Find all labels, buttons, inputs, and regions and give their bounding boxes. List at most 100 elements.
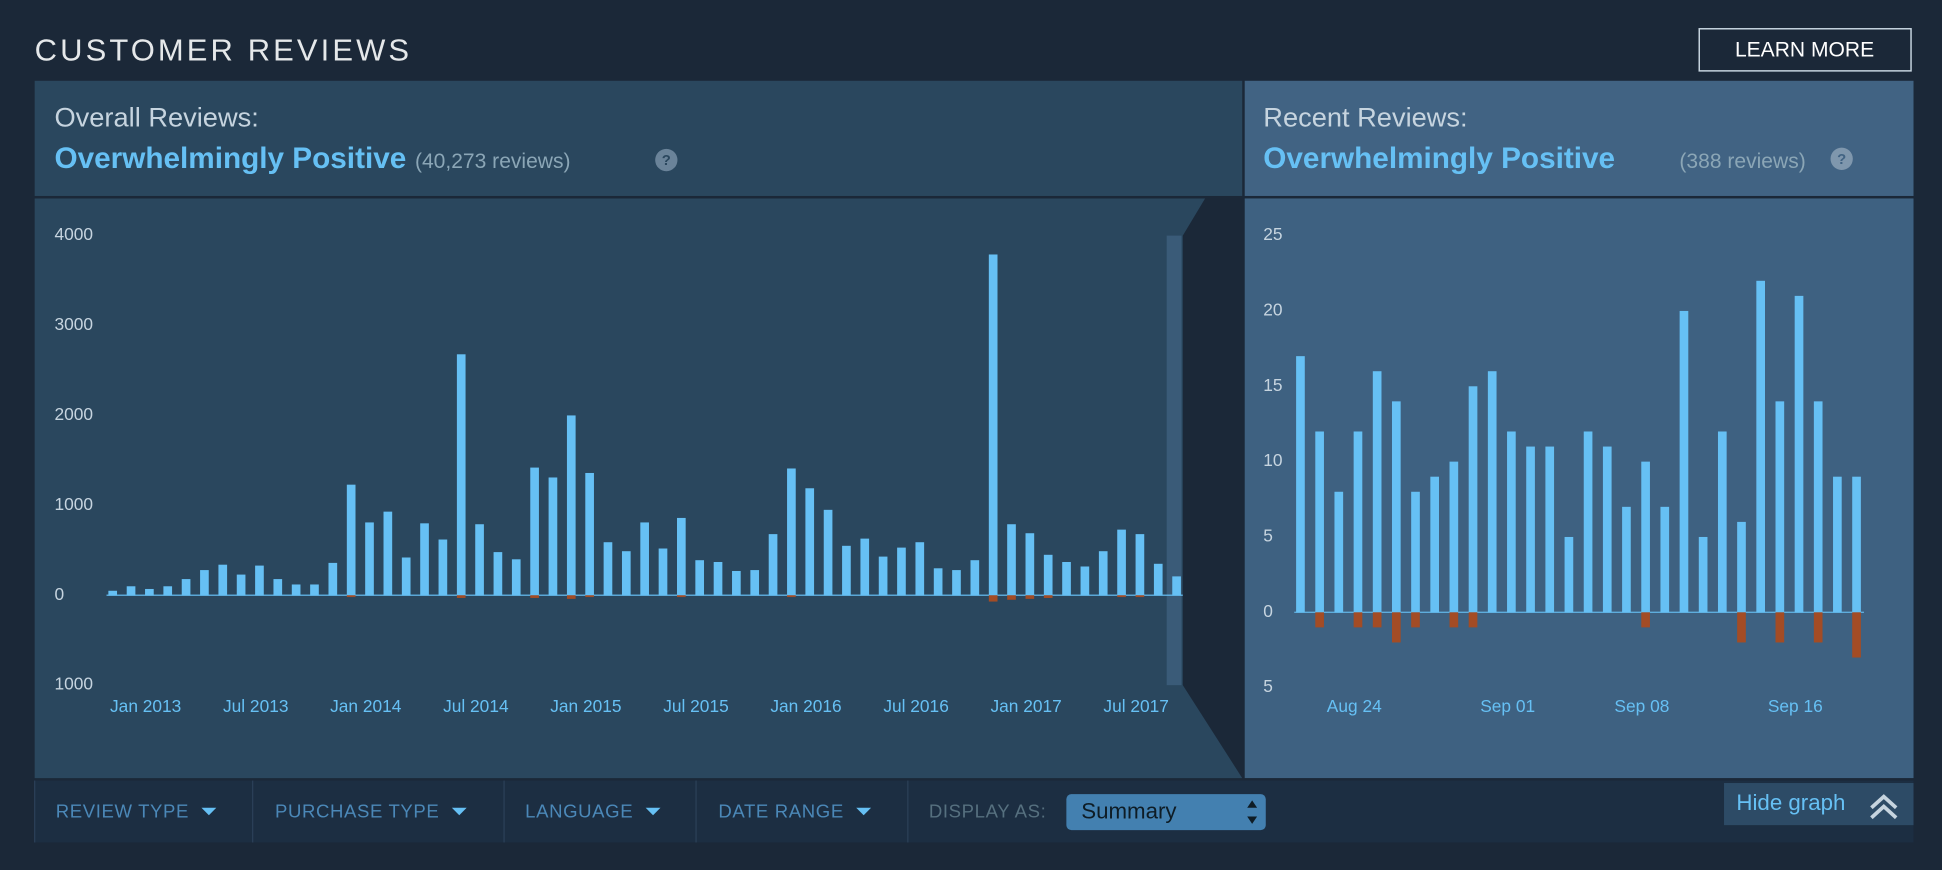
dropdown-arrow [201, 807, 217, 816]
scroll-track [1166, 235, 1182, 686]
y-tick-label: 0 [54, 584, 64, 604]
bar [1660, 506, 1670, 613]
filter-dropdown[interactable]: DATE RANGE [718, 801, 872, 822]
select-box [1066, 794, 1266, 831]
bar [1172, 576, 1181, 596]
bar [842, 545, 851, 596]
bar [952, 570, 961, 596]
bar [126, 586, 136, 596]
display-select[interactable]: Summary [1066, 794, 1266, 831]
bar [511, 559, 521, 596]
bar [365, 522, 374, 596]
bar [1602, 446, 1612, 613]
recent-header [1244, 80, 1914, 196]
hide-graph-button[interactable]: Hide graph [1724, 783, 1914, 826]
bar [695, 560, 705, 596]
bar [1315, 612, 1324, 628]
dropdown-arrow [856, 807, 872, 816]
bar [1007, 524, 1016, 596]
bar [878, 556, 888, 596]
x-tick-label: Jul 2014 [443, 696, 509, 716]
help-icon[interactable]: ? [1830, 147, 1853, 170]
x-tick-label: Jan 2015 [550, 696, 621, 716]
help-circle [1830, 147, 1853, 170]
bar [677, 517, 686, 596]
filter-dropdown[interactable]: LANGUAGE [525, 801, 661, 822]
bar [805, 488, 815, 596]
bar [897, 547, 906, 596]
bar [1098, 551, 1108, 596]
bar [1833, 476, 1842, 613]
bar [585, 472, 594, 596]
bar [1679, 310, 1689, 613]
y-tick-label: 1000 [54, 674, 93, 694]
overall-count: (40,273 reviews) [415, 150, 571, 173]
bar [1756, 280, 1765, 613]
overall-chart-area [34, 198, 1243, 779]
bar [1411, 612, 1420, 628]
filter-label: LANGUAGE [525, 801, 633, 822]
bar [933, 568, 943, 596]
charts: 4000 3000 2000 1000 0 1000 Jan 2013 Jul 2013 Jan… [54, 224, 1864, 716]
y-tick-label: 0 [1263, 601, 1273, 621]
bar [1135, 595, 1145, 598]
bar [1391, 612, 1401, 643]
y-tick-label: 5 [1263, 676, 1273, 696]
y-tick-label: 3000 [54, 314, 93, 334]
bar [860, 538, 870, 596]
bar [1545, 446, 1555, 613]
bar [145, 588, 154, 596]
bar [1334, 491, 1344, 613]
bar [1117, 529, 1126, 596]
bar [291, 584, 301, 596]
bar [658, 548, 668, 596]
bar [787, 595, 796, 598]
bar [456, 595, 466, 598]
bar [493, 552, 503, 596]
bar [420, 523, 429, 596]
x-tick-label: Aug 24 [1327, 696, 1382, 716]
bar [750, 570, 760, 596]
help-circle [655, 148, 678, 172]
bar [768, 534, 778, 596]
bar [1583, 431, 1593, 613]
recent-chart-area [1244, 198, 1914, 779]
x-tick-label: Sep 16 [1768, 696, 1823, 716]
bar [236, 574, 246, 596]
bar [108, 590, 118, 596]
select-arrows [1247, 800, 1258, 824]
x-tick-label: Jan 2014 [330, 696, 402, 716]
bar [1135, 534, 1145, 596]
recent-summary: Overwhelmingly Positive [1263, 142, 1615, 175]
x-tick-label: Sep 08 [1614, 696, 1669, 716]
filter-dropdown[interactable]: REVIEW TYPE [56, 801, 217, 822]
bar [1775, 401, 1785, 613]
bar [1062, 561, 1071, 596]
filters: REVIEW TYPE PURCHASE TYPE LANGUAGE DATE RAN… [56, 801, 872, 822]
chevron-icon [1870, 794, 1898, 820]
bar [640, 522, 649, 596]
bar [1852, 476, 1861, 613]
bar [1025, 533, 1035, 596]
button-label: Hide graph [1736, 790, 1845, 815]
y-tick-label: 1000 [54, 494, 93, 514]
x-tick-label: Jul 2016 [883, 696, 949, 716]
bar [1025, 595, 1035, 599]
bar [1117, 595, 1126, 598]
filter-dropdown[interactable]: PURCHASE TYPE [275, 801, 467, 822]
bar [585, 595, 594, 598]
bar [255, 565, 264, 596]
filter-dividers [34, 780, 909, 843]
bar [346, 595, 356, 598]
help-icon[interactable]: ? [655, 148, 678, 172]
bar [1353, 612, 1363, 628]
bar [621, 551, 631, 596]
y-tick-label: 15 [1263, 375, 1282, 395]
learn-more-button[interactable]: LEARN MORE [1698, 28, 1912, 72]
bar [1641, 461, 1650, 613]
bar [1430, 476, 1440, 613]
bar [163, 586, 173, 596]
overall-header [34, 80, 1243, 196]
bar [401, 557, 411, 596]
